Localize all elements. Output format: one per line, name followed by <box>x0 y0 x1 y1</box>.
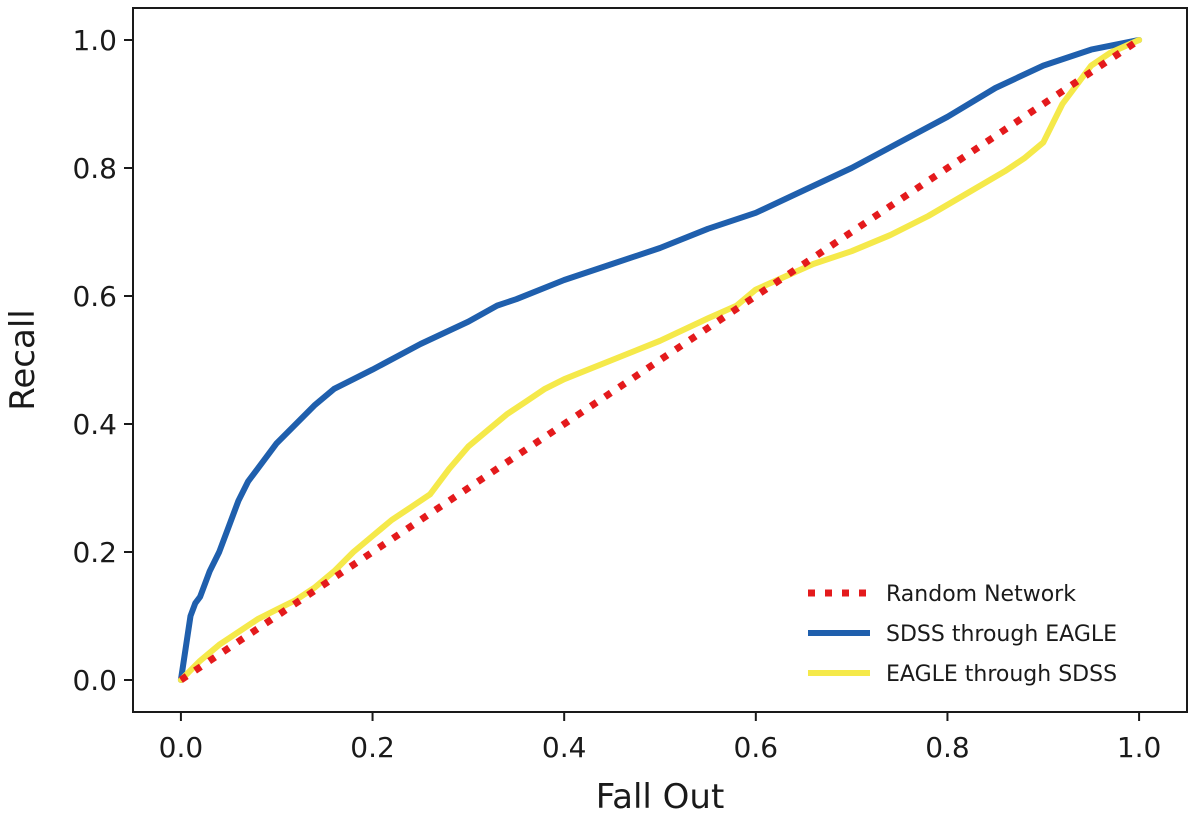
y-tick-label: 0.0 <box>72 664 117 697</box>
x-axis-label: Fall Out <box>596 777 725 817</box>
x-tick-label: 0.4 <box>542 731 587 764</box>
x-tick-label: 0.8 <box>925 731 970 764</box>
legend-label-eagle-through-sdss: EAGLE through SDSS <box>886 662 1117 687</box>
y-tick-label: 1.0 <box>72 24 117 57</box>
legend-label-random-network: Random Network <box>886 582 1076 607</box>
x-tick-label: 1.0 <box>1117 731 1162 764</box>
ticks-layer: 0.0 0.2 0.4 0.6 0.8 1.0 0.0 0.2 0.4 0.6 0.8 1.0 <box>72 24 1161 764</box>
x-tick-label: 0.2 <box>350 731 395 764</box>
legend-label-sdss-through-eagle: SDSS through EAGLE <box>886 622 1117 647</box>
y-axis-label: Recall <box>3 309 43 410</box>
series-layer <box>177 37 1143 683</box>
plot-frame <box>132 7 1188 713</box>
series-line-random-network <box>178 37 1142 683</box>
y-tick-label: 0.4 <box>72 408 117 441</box>
y-tick-label: 0.8 <box>72 152 117 185</box>
series-line-eagle-through-sdss <box>177 37 1143 683</box>
y-tick-label: 0.6 <box>72 280 117 313</box>
legend: Random Network SDSS through EAGLE EAGLE th… <box>808 582 1117 687</box>
series-line-sdss-through-eagle <box>177 37 1143 683</box>
x-tick-label: 0.6 <box>734 731 779 764</box>
y-tick-label: 0.2 <box>72 536 117 569</box>
x-tick-label: 0.0 <box>159 731 204 764</box>
